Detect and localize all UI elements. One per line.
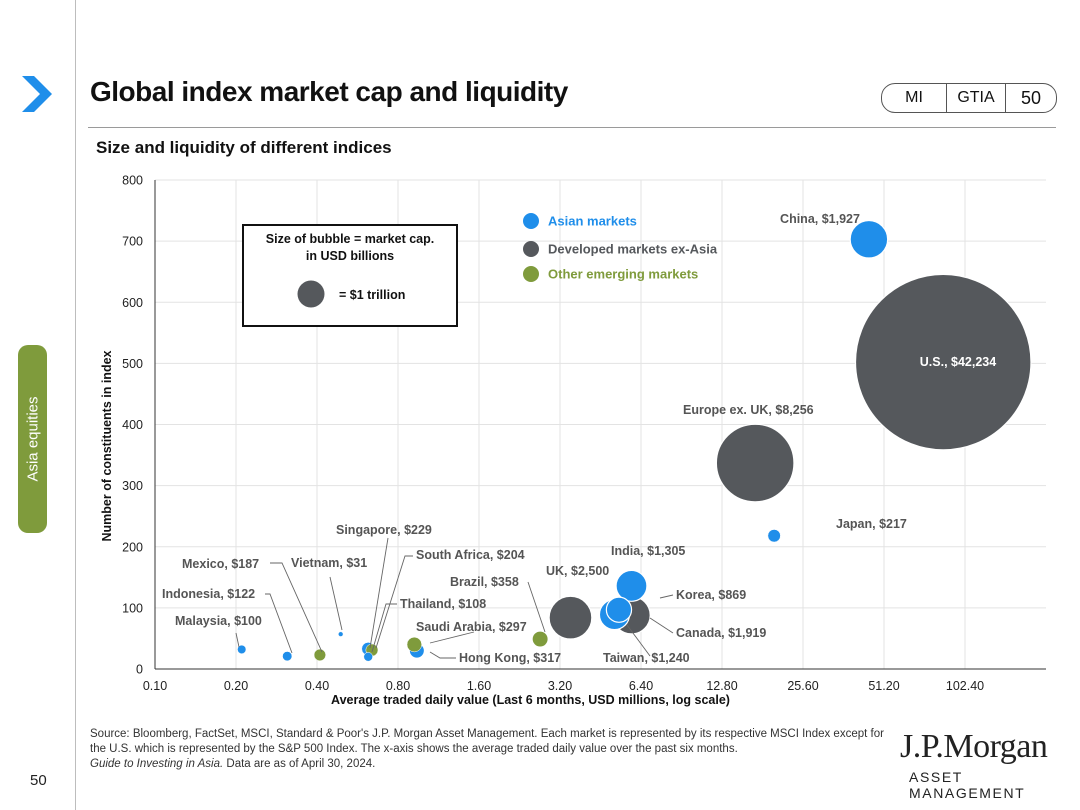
leader-line (659, 594, 674, 599)
x-tick-label: 6.40 (629, 679, 653, 693)
data-label: Hong Kong, $317 (459, 651, 561, 665)
y-tick-label: 200 (122, 540, 143, 554)
data-label: UK, $2,500 (546, 564, 609, 578)
chart-title: Size and liquidity of different indices (96, 138, 392, 157)
data-label: Europe ex. UK, $8,256 (683, 403, 814, 417)
bubble-key-circle (297, 280, 325, 308)
bubble-china (849, 219, 889, 259)
bubble-mexico (313, 648, 326, 662)
data-label: Indonesia, $122 (162, 587, 255, 601)
leader-line (329, 576, 343, 631)
leader-line (649, 617, 674, 634)
x-tick-label: 0.40 (305, 679, 329, 693)
data-label: U.S., $42,234 (920, 355, 996, 369)
data-label: Malaysia, $100 (175, 614, 262, 628)
leader-line (375, 555, 413, 649)
source-italic: Guide to Investing in Asia. (90, 758, 224, 770)
data-label: South Africa, $204 (416, 548, 525, 562)
title-rule (88, 127, 1056, 128)
bubble-indonesia (282, 651, 293, 662)
x-tick-label: 12.80 (706, 679, 737, 693)
data-label: Brazil, $358 (450, 575, 519, 589)
y-axis-title: Number of constituents in index (100, 350, 114, 541)
data-label: Singapore, $229 (336, 523, 432, 537)
x-tick-label: 51.20 (868, 679, 899, 693)
bubble-thailand (363, 652, 373, 662)
chevron-right-icon (22, 76, 52, 112)
bubble-key-label: = $1 trillion (339, 288, 405, 302)
y-tick-label: 700 (122, 235, 143, 249)
bubble-key-line1: Size of bubble = market cap. (266, 232, 434, 246)
leader-line (626, 624, 651, 657)
bubble-key-line2: in USD billions (306, 249, 394, 263)
data-label: Canada, $1,919 (676, 626, 766, 640)
y-tick-label: 500 (122, 357, 143, 371)
data-label: Vietnam, $31 (291, 556, 367, 570)
data-label: Mexico, $187 (182, 557, 259, 571)
bubble-chart: 0 100 200 300 400 500 600 700 800 0.10 0.20 0.40 0.8… (100, 174, 1046, 707)
bubble-u-s- (854, 273, 1032, 451)
legend-label: Developed markets ex-Asia (548, 242, 718, 257)
side-tab[interactable]: Asia equities (18, 345, 47, 533)
left-divider (75, 0, 76, 810)
y-tick-label: 600 (122, 296, 143, 310)
data-label: China, $1,927 (780, 212, 860, 226)
x-axis-title: Average traded daily value (Last 6 month… (331, 693, 730, 707)
leader-line (429, 631, 475, 644)
bubble-saudi-arabia (406, 636, 422, 653)
bubble-malaysia (237, 644, 247, 654)
bubble-key-box (242, 224, 458, 327)
x-tick-label: 3.20 (548, 679, 572, 693)
y-tick-label: 300 (122, 479, 143, 493)
legend-label: Asian markets (548, 214, 637, 229)
leader-line (527, 581, 546, 633)
bubble-vietnam (338, 631, 344, 637)
x-tick-label: 102.40 (946, 679, 984, 693)
x-tick-label: 0.20 (224, 679, 248, 693)
tag-gtia: GTIA (947, 84, 1006, 112)
tag-group: MI GTIA 50 (881, 83, 1057, 113)
logo-sub: ASSET MANAGEMENT (909, 769, 1026, 801)
source-text: Source: Bloomberg, FactSet, MSCI, Standa… (90, 728, 884, 755)
data-label: India, $1,305 (611, 544, 685, 558)
bubble-korea (605, 596, 633, 623)
logo-main: J.P.Morgan (900, 728, 1048, 765)
x-tick-label: 0.80 (386, 679, 410, 693)
data-label: Taiwan, $1,240 (603, 651, 690, 665)
legend-label: Other emerging markets (548, 267, 698, 282)
y-tick-label: 400 (122, 418, 143, 432)
x-tick-label: 0.10 (143, 679, 167, 693)
data-label: Korea, $869 (676, 588, 746, 602)
y-tick-label: 0 (136, 663, 143, 677)
leader-line (429, 651, 456, 659)
bubble-brazil (531, 630, 549, 648)
legend-marker (523, 213, 539, 229)
tag-mi: MI (882, 84, 947, 112)
legend-marker (523, 241, 539, 257)
x-tick-label: 25.60 (787, 679, 818, 693)
leader-line (371, 603, 397, 653)
y-tick-label: 800 (122, 174, 143, 188)
data-label: Saudi Arabia, $297 (416, 620, 527, 634)
data-label: Thailand, $108 (400, 597, 486, 611)
bubble-uk (548, 595, 593, 640)
leader-line (369, 537, 389, 649)
data-label: Japan, $217 (836, 517, 907, 531)
source-tail: Data are as of April 30, 2024. (223, 758, 376, 770)
source-note: Source: Bloomberg, FactSet, MSCI, Standa… (90, 727, 890, 772)
x-tick-label: 1.60 (467, 679, 491, 693)
leader-line (235, 632, 240, 648)
leader-line (265, 593, 293, 654)
page-title: Global index market cap and liquidity (90, 76, 568, 107)
y-tick-label: 100 (122, 601, 143, 615)
bubble-japan (767, 529, 781, 543)
page-number: 50 (30, 772, 47, 789)
leader-line (270, 562, 323, 653)
tag-page: 50 (1020, 87, 1042, 108)
bubble-europe-ex-uk (715, 423, 795, 503)
legend-marker (523, 266, 539, 282)
jpmorgan-logo: J.P.Morgan ASSET MANAGEMENT (900, 728, 1060, 802)
bubble-india (615, 569, 648, 602)
